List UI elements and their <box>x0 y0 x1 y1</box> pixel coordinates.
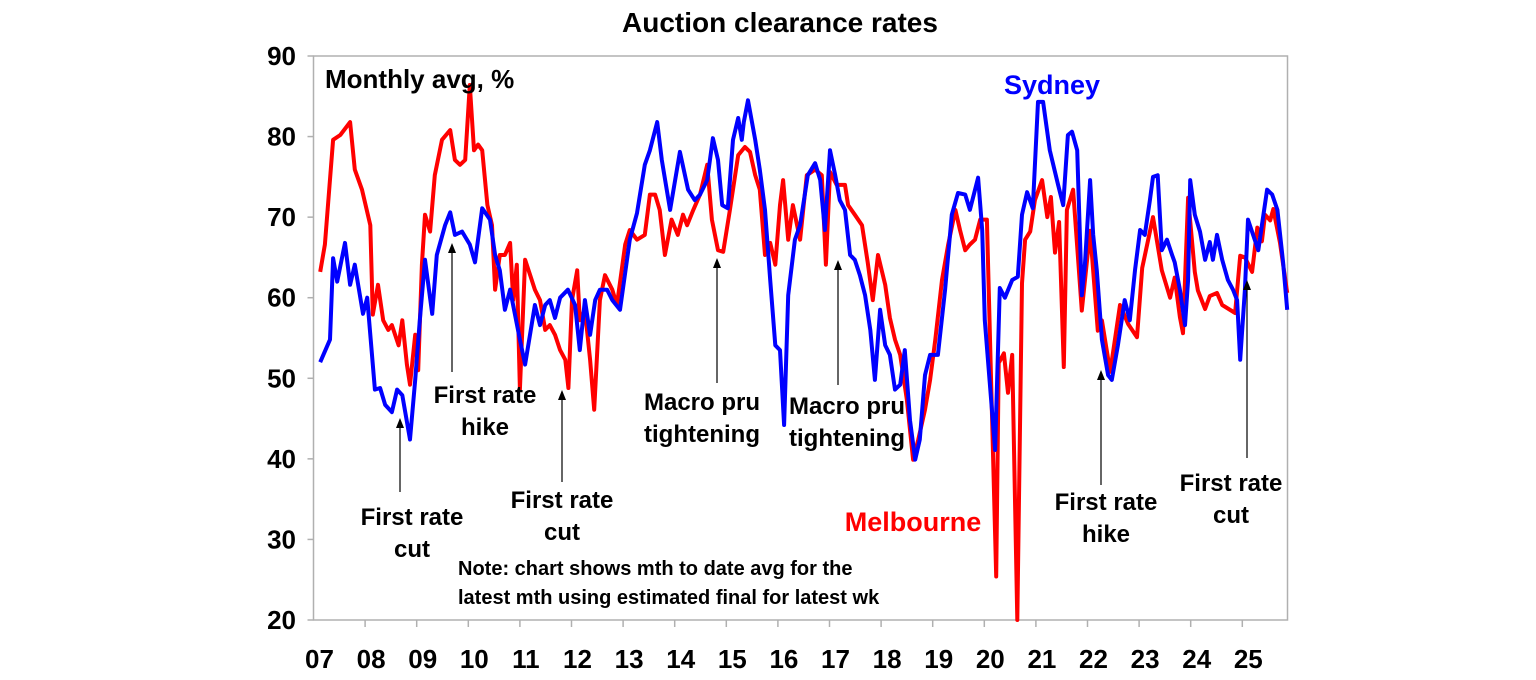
arrow-head-icon <box>834 260 842 270</box>
annotation: First rate hike <box>1055 370 1158 548</box>
annotation-text: First rate <box>511 487 614 514</box>
y-tick-label: 30 <box>267 524 296 554</box>
x-tick-label: 21 <box>1027 644 1056 674</box>
note-line-2: latest mth using estimated final for lat… <box>458 587 880 609</box>
series-layer <box>318 83 1290 622</box>
x-tick-label: 20 <box>976 644 1005 674</box>
y-tick-label: 50 <box>267 363 296 393</box>
x-tick-label: 24 <box>1182 644 1211 674</box>
x-tick-label: 07 <box>305 644 334 674</box>
annotation-text: Macro pru <box>789 393 905 420</box>
y-tick-label: 40 <box>267 444 296 474</box>
x-tick-label: 22 <box>1079 644 1108 674</box>
x-tick-label: 13 <box>615 644 644 674</box>
annotation-text: cut <box>1213 502 1249 529</box>
series-label-sydney: Sydney <box>1004 70 1100 100</box>
x-tick-label: 12 <box>563 644 592 674</box>
y-tick-label: 60 <box>267 283 296 313</box>
annotation-text: First rate <box>434 382 537 409</box>
annotation-text: hike <box>461 414 509 441</box>
x-tick-label: 09 <box>408 644 437 674</box>
arrow-head-icon <box>558 390 566 400</box>
x-tick-label: 14 <box>666 644 695 674</box>
note-line-1: Note: chart shows mth to date avg for th… <box>458 558 852 580</box>
annotation: Macro pru tightening <box>789 260 905 452</box>
x-axis: 07 08 09 10 11 12 13 14 15 16 17 18 19 20 21 22 23 24 25 <box>305 620 1263 674</box>
x-tick-label: 08 <box>357 644 386 674</box>
series-line-sydney <box>318 98 1290 462</box>
annotation: First rate cut <box>361 418 464 563</box>
arrow-head-icon <box>1097 370 1105 380</box>
x-tick-label: 17 <box>821 644 850 674</box>
arrow-head-icon <box>1243 280 1251 290</box>
x-tick-label: 16 <box>769 644 798 674</box>
annotation-text: First rate <box>361 504 464 531</box>
annotation: Macro pru tightening <box>644 258 760 448</box>
x-tick-label: 11 <box>512 644 540 674</box>
plot-area <box>312 55 1289 621</box>
annotation-text: cut <box>544 519 580 546</box>
annotation-text: cut <box>394 536 430 563</box>
annotation: First rate hike <box>434 243 537 441</box>
annotation-text: tightening <box>789 425 905 452</box>
x-tick-label: 10 <box>460 644 489 674</box>
chart-title: Auction clearance rates <box>622 7 938 38</box>
annotation-text: tightening <box>644 421 760 448</box>
annotation: First rate cut <box>511 390 614 546</box>
arrow-head-icon <box>396 418 404 428</box>
x-tick-label: 25 <box>1234 644 1263 674</box>
annotation-text: hike <box>1082 521 1130 548</box>
y-tick-label: 70 <box>267 202 296 232</box>
annotations: First rate cut First rate hike First rate cut… <box>361 243 1283 563</box>
annotation-text: Macro pru <box>644 389 760 416</box>
annotation-text: First rate <box>1180 470 1283 497</box>
subtitle: Monthly avg, % <box>325 64 514 94</box>
x-tick-label: 23 <box>1131 644 1160 674</box>
arrow-head-icon <box>713 258 721 268</box>
arrow-head-icon <box>448 243 456 253</box>
y-tick-label: 90 <box>267 41 296 71</box>
y-tick-label: 20 <box>267 605 296 635</box>
y-tick-label: 80 <box>267 122 296 152</box>
x-tick-label: 15 <box>718 644 747 674</box>
annotation-text: First rate <box>1055 489 1158 516</box>
series-label-melbourne: Melbourne <box>845 507 982 537</box>
x-tick-label: 18 <box>873 644 902 674</box>
y-axis: 20 30 40 50 60 70 80 90 <box>267 41 314 635</box>
annotation: First rate cut <box>1180 280 1283 529</box>
x-tick-label: 19 <box>924 644 953 674</box>
